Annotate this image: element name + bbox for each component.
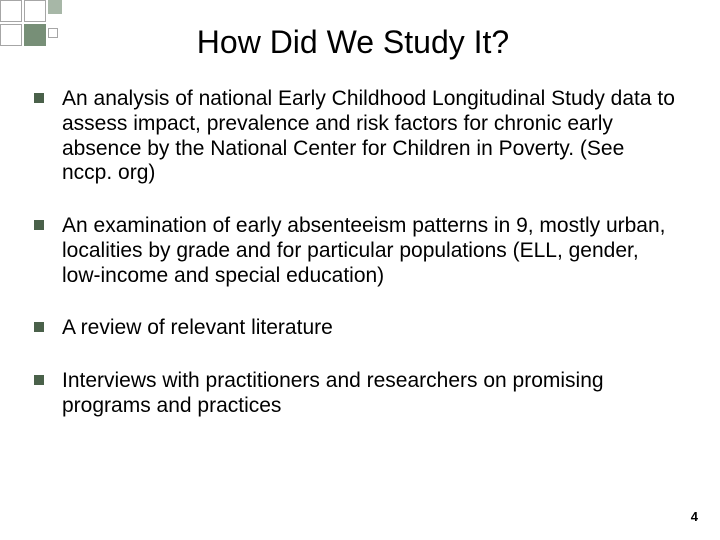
list-item: An examination of early absenteeism patt…: [32, 214, 680, 288]
slide: How Did We Study It? An analysis of nati…: [0, 0, 720, 540]
square-bullet-icon: [34, 322, 44, 332]
bullet-text: Interviews with practitioners and resear…: [62, 369, 604, 417]
page-number: 4: [691, 509, 698, 524]
bullet-text: An analysis of national Early Childhood …: [62, 87, 675, 184]
bullet-text: An examination of early absenteeism patt…: [62, 214, 665, 287]
slide-title: How Did We Study It?: [26, 24, 680, 61]
square-bullet-icon: [34, 93, 44, 103]
bullet-text: A review of relevant literature: [62, 316, 333, 339]
list-item: A review of relevant literature: [32, 316, 680, 341]
bullet-list: An analysis of national Early Childhood …: [26, 87, 680, 419]
list-item: An analysis of national Early Childhood …: [32, 87, 680, 186]
square-bullet-icon: [34, 375, 44, 385]
list-item: Interviews with practitioners and resear…: [32, 369, 680, 419]
square-bullet-icon: [34, 220, 44, 230]
